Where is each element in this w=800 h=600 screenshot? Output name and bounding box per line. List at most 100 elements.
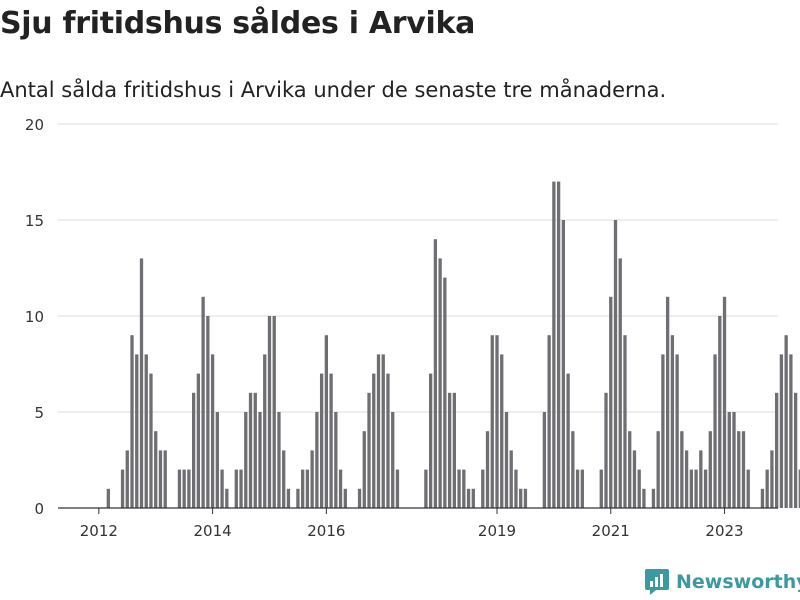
bar [177, 469, 182, 508]
x-tick-label: 2016 [307, 522, 345, 540]
bar [542, 412, 547, 508]
bar [699, 450, 703, 508]
bar [329, 373, 333, 508]
y-tick-label: 20 [25, 116, 44, 134]
bar [628, 431, 632, 508]
bar [571, 431, 575, 508]
bar [580, 469, 584, 508]
chart-subtitle: Antal sålda fritidshus i Arvika under de… [0, 78, 667, 102]
bar [613, 220, 618, 508]
x-tick-label: 2021 [592, 522, 630, 540]
bar [120, 469, 125, 508]
y-tick-label: 0 [34, 500, 44, 518]
bar [661, 354, 665, 508]
bar [779, 354, 784, 508]
bar [139, 258, 144, 508]
bar [135, 354, 139, 508]
bar [367, 392, 371, 508]
bar [338, 469, 343, 508]
bar [428, 373, 433, 508]
bar [372, 373, 376, 508]
bar [793, 392, 798, 508]
bar [670, 335, 675, 508]
bar [277, 412, 281, 508]
bar [789, 354, 793, 508]
x-tick-label: 2023 [705, 522, 743, 540]
bar [310, 450, 314, 508]
bar [490, 335, 494, 508]
bar [556, 181, 561, 508]
bar [258, 412, 262, 508]
bar [324, 335, 329, 508]
bar [457, 469, 461, 508]
bar [154, 431, 158, 508]
bar [523, 488, 528, 508]
bar [708, 431, 712, 508]
bar [485, 431, 490, 508]
bar [182, 469, 186, 508]
bar [770, 450, 774, 508]
newsworthy-icon [645, 569, 669, 595]
bar [215, 412, 219, 508]
bar [798, 469, 800, 508]
bar [514, 469, 518, 508]
bar [296, 488, 300, 508]
bar [125, 450, 129, 508]
bar [623, 335, 627, 508]
bar [424, 469, 428, 508]
bar [775, 392, 779, 508]
bar [343, 488, 347, 508]
bar [376, 354, 381, 508]
bar [301, 469, 305, 508]
bar [466, 488, 471, 508]
bar [244, 412, 248, 508]
y-tick-label: 5 [34, 404, 44, 422]
bar [282, 450, 286, 508]
bar [760, 488, 765, 508]
bar [163, 450, 167, 508]
bar [234, 469, 238, 508]
bar [225, 488, 229, 508]
bar [210, 354, 215, 508]
bar [575, 469, 580, 508]
bar [149, 373, 153, 508]
bar [130, 335, 134, 508]
chart-title: Sju fritidshus såldes i Arvika [0, 6, 476, 41]
bar [395, 469, 400, 508]
bar [642, 488, 646, 508]
bar [727, 412, 731, 508]
bar [547, 335, 551, 508]
y-tick-label: 15 [25, 212, 44, 230]
bar [248, 392, 253, 508]
bar [741, 431, 746, 508]
x-tick-label: 2012 [80, 522, 118, 540]
bar [684, 450, 689, 508]
bar [381, 354, 385, 508]
bar [675, 354, 679, 508]
bar [694, 469, 698, 508]
bar [272, 316, 276, 508]
bar [158, 450, 163, 508]
brand-name: Newsworthy [676, 571, 800, 593]
bar [191, 392, 196, 508]
bar [604, 392, 608, 508]
bar [471, 488, 475, 508]
bar [637, 469, 641, 508]
bar [718, 316, 722, 508]
bar [500, 354, 504, 508]
bar [689, 469, 693, 508]
bar [239, 469, 243, 508]
bar [334, 412, 338, 508]
bar [665, 296, 670, 508]
newsworthy-logo: Newsworthy [644, 568, 800, 596]
bar [504, 412, 509, 508]
bar [263, 354, 267, 508]
bar [722, 296, 727, 508]
bar [561, 220, 566, 508]
bar [220, 469, 224, 508]
bar [552, 181, 556, 508]
bar [443, 277, 447, 508]
bar [433, 239, 438, 508]
bar [509, 450, 513, 508]
